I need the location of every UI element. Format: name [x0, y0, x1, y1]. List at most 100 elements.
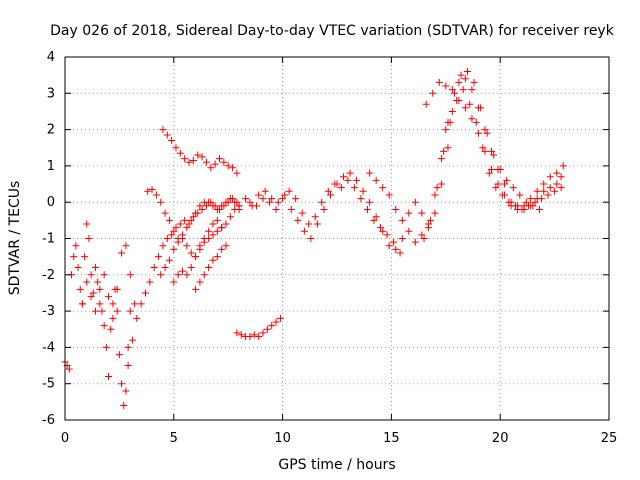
- data-point: [113, 307, 121, 315]
- data-point: [516, 191, 524, 199]
- data-point: [152, 191, 160, 199]
- data-point: [307, 235, 315, 242]
- y-tick-label: -2: [42, 268, 55, 283]
- data-point: [105, 372, 113, 380]
- series-arc-6: [159, 126, 241, 177]
- data-point: [396, 249, 404, 257]
- data-point: [268, 195, 276, 203]
- axis-ticks: 0 5 10 15 20 25 -6 -5 -4 -3 -2 -1 0 1 2 3 4: [42, 50, 617, 446]
- data-point: [294, 216, 302, 224]
- data-point: [109, 314, 117, 322]
- data-point: [105, 293, 113, 301]
- data-point: [431, 191, 439, 199]
- data-point: [126, 271, 134, 279]
- data-point: [189, 156, 197, 164]
- series-arc-3: [78, 242, 139, 322]
- data-point: [165, 256, 173, 264]
- data-point: [411, 238, 419, 246]
- data-point: [427, 216, 435, 224]
- data-point: [222, 220, 230, 228]
- data-point: [474, 104, 482, 112]
- data-point: [274, 198, 282, 206]
- data-point: [527, 202, 535, 210]
- data-point: [118, 380, 126, 388]
- data-point: [366, 169, 374, 177]
- data-point: [202, 202, 210, 210]
- data-point: [246, 333, 254, 341]
- data-point: [527, 195, 535, 203]
- y-tick-label: 1: [47, 159, 55, 174]
- data-point: [213, 216, 221, 224]
- data-point: [226, 195, 234, 203]
- data-point: [198, 153, 206, 161]
- data-point: [192, 253, 200, 261]
- series-arc-1: [61, 358, 73, 373]
- data-point: [535, 205, 543, 213]
- data-point: [385, 242, 393, 250]
- y-tick-label: -4: [42, 340, 55, 355]
- data-point: [442, 126, 450, 134]
- data-point: [174, 238, 182, 246]
- data-point: [533, 195, 541, 203]
- data-point: [237, 331, 245, 339]
- data-point: [287, 205, 295, 213]
- data-point: [209, 220, 217, 228]
- data-point: [165, 216, 173, 224]
- data-point: [533, 187, 541, 195]
- series-arc-16: [422, 75, 509, 188]
- data-point: [255, 191, 263, 199]
- data-point: [196, 242, 204, 250]
- data-point: [85, 235, 93, 242]
- data-point: [96, 300, 104, 308]
- data-point: [464, 68, 472, 76]
- data-point: [461, 104, 469, 112]
- data-point: [557, 173, 565, 181]
- data-point: [337, 184, 345, 192]
- data-point: [102, 343, 110, 351]
- data-point: [168, 231, 176, 239]
- data-point: [490, 151, 498, 159]
- data-point: [468, 115, 476, 123]
- data-point: [213, 205, 221, 213]
- data-point: [546, 173, 554, 181]
- data-point: [546, 184, 554, 192]
- y-tick-label: 4: [47, 50, 55, 65]
- data-point: [492, 184, 500, 192]
- data-point: [398, 235, 406, 242]
- data-point: [472, 118, 480, 126]
- data-point: [179, 267, 187, 275]
- data-point: [331, 180, 339, 188]
- data-point: [233, 169, 241, 177]
- data-point: [122, 242, 130, 250]
- data-point: [78, 300, 86, 308]
- data-point: [372, 176, 380, 184]
- data-point: [455, 78, 463, 86]
- data-point: [218, 224, 226, 232]
- data-point: [172, 144, 180, 152]
- data-point: [194, 151, 202, 159]
- data-point: [466, 100, 474, 108]
- data-point: [461, 75, 469, 83]
- data-point: [83, 278, 91, 286]
- x-tick-label: 15: [383, 431, 400, 446]
- data-point: [205, 198, 213, 206]
- data-point: [218, 202, 226, 210]
- data-point: [209, 202, 217, 210]
- x-axis-label: GPS time / hours: [278, 457, 395, 473]
- data-point: [390, 238, 398, 246]
- data-point: [124, 362, 132, 370]
- data-point: [226, 213, 234, 221]
- data-point: [159, 242, 167, 250]
- data-point: [305, 220, 313, 228]
- data-point: [383, 231, 391, 239]
- data-point: [161, 264, 169, 272]
- data-point: [198, 205, 206, 213]
- data-point: [96, 285, 104, 293]
- data-point: [424, 220, 432, 228]
- data-point: [174, 271, 182, 279]
- series-arc-11: [235, 169, 400, 253]
- data-point: [83, 220, 91, 228]
- data-point: [392, 205, 400, 213]
- data-point: [126, 307, 134, 315]
- y-tick-label: 0: [47, 195, 55, 210]
